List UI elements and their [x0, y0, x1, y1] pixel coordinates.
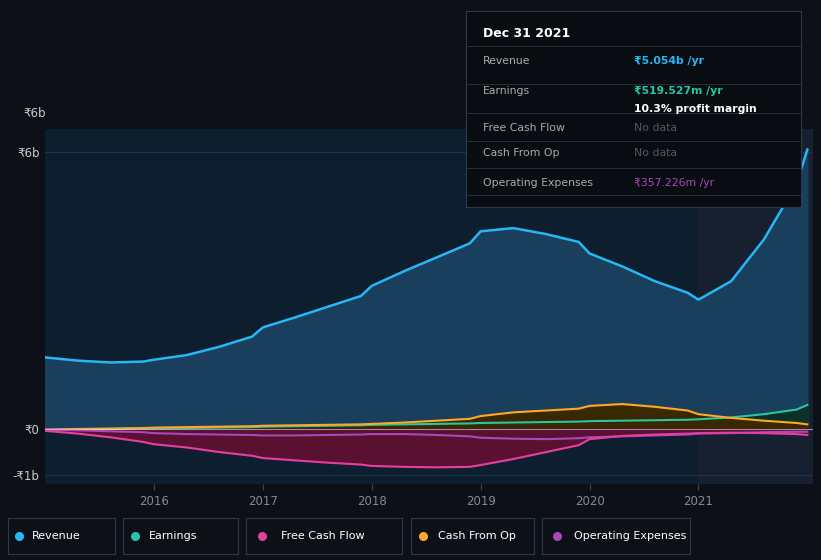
- Text: Cash From Op: Cash From Op: [438, 531, 516, 541]
- Text: No data: No data: [634, 123, 677, 133]
- Text: ₹5.054b /yr: ₹5.054b /yr: [634, 56, 704, 66]
- Text: Operating Expenses: Operating Expenses: [575, 531, 686, 541]
- Text: Earnings: Earnings: [483, 86, 530, 96]
- Text: Revenue: Revenue: [483, 56, 530, 66]
- Text: Operating Expenses: Operating Expenses: [483, 178, 593, 188]
- Text: Dec 31 2021: Dec 31 2021: [483, 27, 571, 40]
- Text: Revenue: Revenue: [32, 531, 80, 541]
- Text: Cash From Op: Cash From Op: [483, 148, 560, 158]
- Text: ₹6b: ₹6b: [23, 108, 45, 120]
- Bar: [699, 129, 813, 484]
- Text: 10.3% profit margin: 10.3% profit margin: [634, 104, 757, 114]
- Text: Free Cash Flow: Free Cash Flow: [281, 531, 365, 541]
- Text: No data: No data: [634, 148, 677, 158]
- Text: Free Cash Flow: Free Cash Flow: [483, 123, 565, 133]
- Text: ₹519.527m /yr: ₹519.527m /yr: [634, 86, 722, 96]
- Text: Earnings: Earnings: [149, 531, 197, 541]
- Text: ₹357.226m /yr: ₹357.226m /yr: [634, 178, 714, 188]
